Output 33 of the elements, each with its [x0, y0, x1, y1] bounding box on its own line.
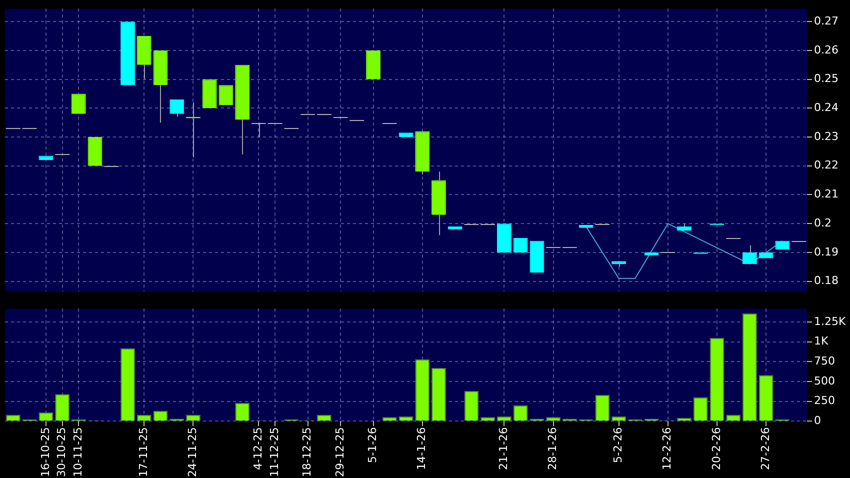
x-tick-label: 24-11-25	[186, 427, 200, 478]
y-tick-label: 0.18	[814, 274, 838, 288]
x-tick-label: 28-1-26	[546, 427, 560, 470]
y-tick-label: 0	[814, 414, 821, 427]
y-tick-label: 1.25K	[814, 314, 846, 328]
x-tick-label: 27-2-26	[758, 427, 772, 470]
y-tick-label: 0.21	[814, 188, 838, 201]
x-tick-label: 20-2-26	[710, 427, 723, 470]
y-tick-label: 0.25	[814, 72, 838, 86]
x-tick-label: 18-12-25	[300, 427, 314, 478]
y-tick-label: 0.22	[814, 158, 838, 172]
y-tick-label: 0.27	[814, 14, 838, 28]
x-tick-label: 17-11-25	[136, 427, 150, 478]
y-tick-label: 0.23	[814, 130, 838, 143]
y-tick-label: 500	[814, 374, 835, 388]
x-tick-label: 14-1-26	[415, 427, 428, 470]
y-tick-label: 250	[814, 394, 835, 408]
x-tick-label: 21-1-26	[497, 427, 510, 470]
x-tick-label: 5-2-26	[612, 427, 625, 464]
y-tick-label: 750	[814, 354, 835, 368]
y-tick-label: 1K	[814, 334, 829, 348]
x-tick-label: 29-12-25	[333, 427, 346, 478]
x-tick-label: 11-12-25	[268, 427, 281, 478]
y-tick-label: 0.2	[814, 216, 832, 230]
y-tick-label: 0.19	[814, 245, 838, 258]
x-tick-label: 12-2-26	[660, 427, 674, 470]
x-tick-label: 10-11-25	[72, 427, 85, 478]
x-tick-label: 5-1-26	[366, 427, 380, 464]
y-tick-label: 0.24	[814, 101, 838, 114]
y-tick-label: 0.26	[814, 43, 838, 56]
x-tick-label: 16-10-25	[38, 427, 52, 478]
x-tick-label: 30-10-25	[55, 427, 68, 478]
x-tick-label: 4-12-25	[252, 427, 265, 470]
